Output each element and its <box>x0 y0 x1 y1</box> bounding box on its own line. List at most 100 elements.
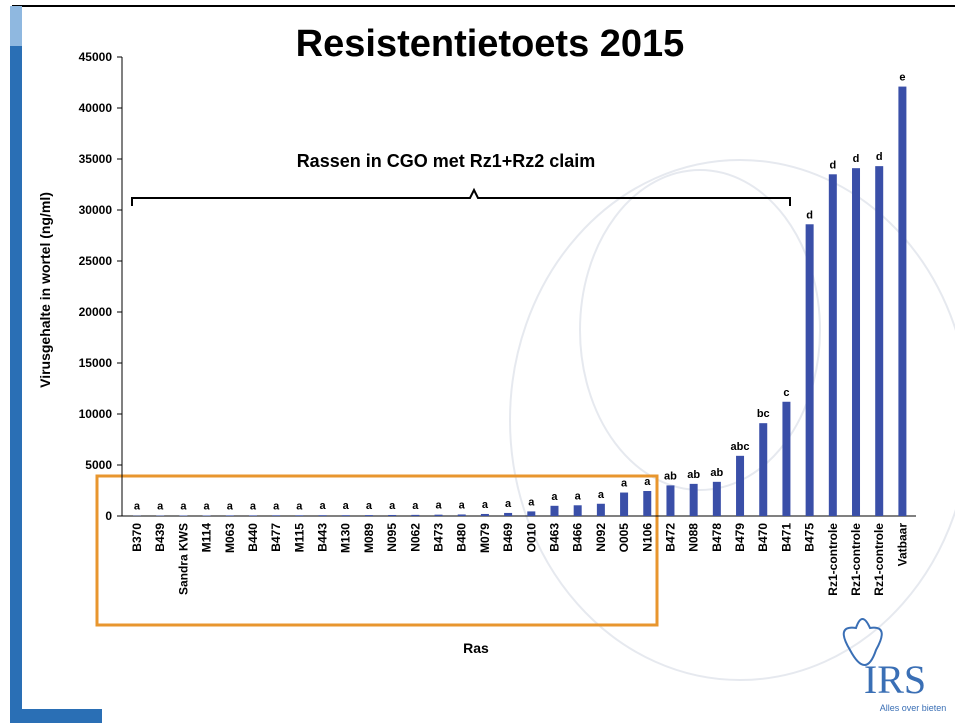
significance-label: a <box>528 496 535 508</box>
significance-label: a <box>505 498 512 510</box>
bar <box>249 515 257 516</box>
bar <box>759 423 767 516</box>
significance-label: a <box>459 499 466 511</box>
x-tick-label: N092 <box>594 523 608 552</box>
bar <box>411 515 419 516</box>
x-tick-label: B440 <box>246 523 260 552</box>
significance-label: a <box>157 501 164 513</box>
bar <box>852 168 860 516</box>
significance-label: ab <box>664 470 677 482</box>
chart-title: Resistentietoets 2015 <box>296 23 685 65</box>
x-tick-label: M114 <box>200 523 214 553</box>
bar <box>458 514 466 516</box>
x-tick-label: B470 <box>756 523 770 552</box>
significance-label: d <box>853 153 860 165</box>
significance-label: abc <box>731 441 750 453</box>
significance-label: ab <box>710 467 723 479</box>
significance-label: a <box>575 490 582 502</box>
x-tick-label: B463 <box>547 523 561 552</box>
y-tick-label: 0 <box>105 509 112 523</box>
y-tick-label: 45000 <box>79 50 113 64</box>
significance-label: a <box>180 500 187 512</box>
significance-label: a <box>227 500 234 512</box>
significance-label: a <box>134 501 141 513</box>
bar <box>690 484 698 516</box>
x-tick-label: B443 <box>316 523 330 552</box>
x-tick-label: N095 <box>385 523 399 552</box>
x-tick-label: Rz1-controle <box>849 523 863 596</box>
significance-label: a <box>621 478 628 490</box>
x-tick-label: B466 <box>571 523 585 552</box>
x-tick-label: Rz1-controle <box>872 523 886 596</box>
bottom-bar <box>10 709 102 723</box>
bar <box>666 485 674 516</box>
significance-label: a <box>296 500 303 512</box>
x-tick-label: N088 <box>687 523 701 552</box>
bar <box>179 515 187 516</box>
x-tick-label: N062 <box>408 523 422 552</box>
significance-label: a <box>204 500 211 512</box>
bar <box>272 515 280 516</box>
significance-label: d <box>806 209 813 221</box>
x-tick-label: B472 <box>663 523 677 552</box>
significance-label: d <box>876 151 883 163</box>
bar <box>620 493 628 516</box>
bar <box>226 515 234 516</box>
x-tick-label: B480 <box>455 523 469 552</box>
slide: Rassen in CGO met Rz1+Rz2 claim Resisten… <box>0 0 955 723</box>
significance-label: a <box>250 500 257 512</box>
bar <box>806 224 814 516</box>
x-tick-label: B471 <box>779 523 793 552</box>
x-tick-label: B477 <box>269 523 283 552</box>
y-tick-label: 35000 <box>79 152 113 166</box>
significance-label: a <box>551 491 558 503</box>
side-bar <box>10 6 22 723</box>
significance-label: a <box>366 500 373 512</box>
significance-label: bc <box>757 408 770 420</box>
significance-label: d <box>829 159 836 171</box>
significance-label: a <box>273 500 280 512</box>
bar <box>736 456 744 516</box>
y-tick-label: 25000 <box>79 254 113 268</box>
bar <box>388 515 396 516</box>
x-tick-label: M079 <box>478 523 492 553</box>
x-tick-label: M115 <box>292 523 306 553</box>
significance-label: a <box>482 499 489 511</box>
bar <box>574 505 582 516</box>
x-tick-label: B439 <box>153 523 167 552</box>
x-tick-label: M130 <box>339 523 353 553</box>
bar <box>643 491 651 516</box>
bar <box>295 515 303 516</box>
bar <box>597 504 605 516</box>
x-tick-label: B473 <box>432 523 446 552</box>
bar <box>481 514 489 516</box>
y-tick-label: 40000 <box>79 101 113 115</box>
x-tick-label: B479 <box>733 523 747 552</box>
y-axis-label: Virusgehalte in wortel (ng/ml) <box>37 192 53 388</box>
y-tick-label: 20000 <box>79 305 113 319</box>
significance-label: a <box>319 500 326 512</box>
significance-label: a <box>343 500 350 512</box>
bar <box>713 482 721 516</box>
x-tick-label: Vatbaar <box>895 523 909 567</box>
bar <box>829 174 837 516</box>
logo-tagline: Alles over bieten <box>880 703 947 713</box>
x-tick-label: B469 <box>501 523 515 552</box>
significance-label: a <box>412 500 419 512</box>
bar <box>365 515 373 516</box>
x-tick-label: M089 <box>362 523 376 553</box>
y-tick-label: 15000 <box>79 356 113 370</box>
x-tick-label: B370 <box>130 523 144 552</box>
bar <box>504 513 512 516</box>
y-tick-label: 10000 <box>79 407 113 421</box>
x-tick-label: O005 <box>617 523 631 553</box>
x-tick-label: B478 <box>710 523 724 552</box>
significance-label: e <box>899 72 905 84</box>
bar <box>550 506 558 516</box>
y-tick-label: 30000 <box>79 203 113 217</box>
logo-text: IRS <box>864 657 926 702</box>
x-tick-label: Rz1-controle <box>826 523 840 596</box>
bar <box>527 511 535 516</box>
bar <box>203 515 211 516</box>
bar <box>898 87 906 516</box>
